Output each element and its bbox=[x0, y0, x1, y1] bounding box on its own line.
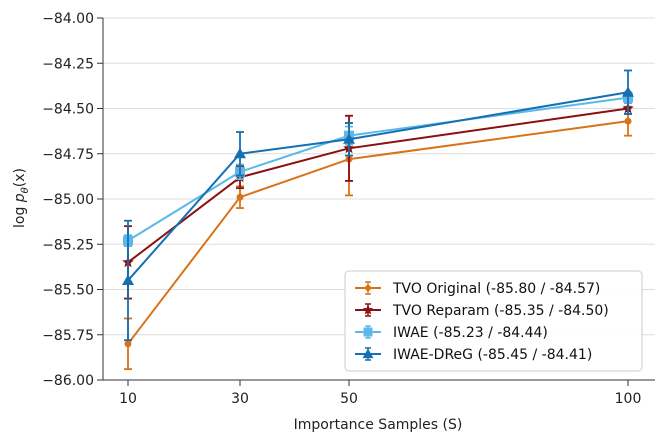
legend-marker bbox=[363, 327, 373, 337]
x-axis-label: Importance Samples (S) bbox=[294, 417, 463, 433]
legend: TVO Original (-85.80 / -84.57) TVO Repara… bbox=[344, 270, 643, 372]
legend-marker bbox=[365, 285, 371, 291]
y-tick-label: −85.50 bbox=[42, 283, 94, 299]
y-tick-label: −84.00 bbox=[42, 11, 94, 27]
legend-label: TVO Original (-85.80 / -84.57) bbox=[392, 281, 600, 297]
legend-label: IWAE-DReG (-85.45 / -84.41) bbox=[393, 347, 592, 363]
data-point bbox=[622, 86, 634, 97]
series-line bbox=[127, 91, 629, 282]
legend-item: TVO Original (-85.80 / -84.57) bbox=[355, 281, 600, 297]
legend-item: IWAE-DReG (-85.45 / -84.41) bbox=[355, 347, 592, 363]
y-tick-label: −86.00 bbox=[42, 373, 94, 389]
x-axis-ticks: 10 30 50 100 bbox=[119, 380, 641, 407]
y-tick-label: −84.25 bbox=[42, 56, 94, 72]
y-tick-label: −85.75 bbox=[42, 328, 94, 344]
data-point bbox=[624, 117, 632, 125]
data-point bbox=[234, 147, 246, 159]
y-tick-label: −84.75 bbox=[42, 147, 94, 163]
series-3 bbox=[123, 91, 633, 247]
data-point bbox=[122, 274, 134, 285]
data-point bbox=[236, 193, 244, 201]
legend-item: IWAE (-85.23 / -84.44) bbox=[355, 325, 548, 341]
legend-marker bbox=[362, 304, 374, 315]
x-tick-label: 50 bbox=[340, 391, 358, 407]
data-point bbox=[124, 340, 132, 348]
legend-item: TVO Reparam (-85.35 / -84.50) bbox=[355, 303, 609, 319]
series-line bbox=[127, 120, 629, 345]
y-axis-ticks: −84.00 −84.25 −84.50 −84.75 −85.00 −85.25 −85.… bbox=[42, 11, 103, 389]
legend-box bbox=[344, 270, 643, 372]
legend-label: IWAE (-85.23 / -84.44) bbox=[393, 325, 548, 341]
series-line bbox=[127, 107, 629, 264]
y-tick-label: −84.50 bbox=[42, 102, 94, 118]
series-4 bbox=[122, 69, 634, 342]
y-axis-label: log pθ(x) bbox=[12, 168, 31, 228]
x-tick-label: 10 bbox=[119, 391, 137, 407]
legend-label: TVO Reparam (-85.35 / -84.50) bbox=[392, 303, 609, 319]
x-tick-label: 100 bbox=[615, 391, 642, 407]
plot-area bbox=[122, 69, 634, 371]
x-tick-label: 30 bbox=[231, 391, 249, 407]
y-tick-label: −85.00 bbox=[42, 192, 94, 208]
data-point bbox=[343, 133, 355, 144]
legend-marker bbox=[362, 348, 374, 359]
y-tick-label: −85.25 bbox=[42, 237, 94, 253]
